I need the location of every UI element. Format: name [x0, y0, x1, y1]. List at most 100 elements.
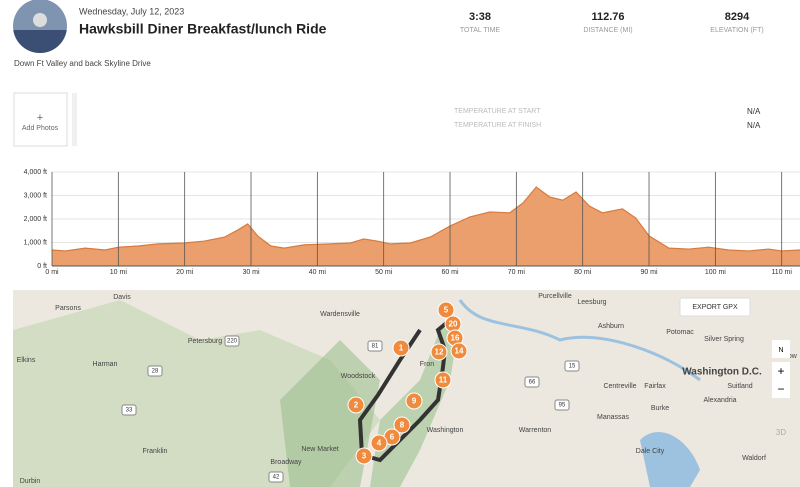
- marker-label: 14: [455, 347, 464, 356]
- zoom-in[interactable]: +: [777, 364, 784, 378]
- stat-label: ELEVATION (FT): [710, 27, 763, 34]
- avatar: [13, 0, 67, 53]
- marker-label: 2: [354, 401, 359, 410]
- export-label: EXPORT GPX: [692, 304, 738, 311]
- route-marker: [430, 343, 448, 361]
- marker-label: 16: [451, 334, 460, 343]
- place-label: Washington: [427, 427, 464, 434]
- road-label: 95: [559, 403, 566, 409]
- place-label: Woodstock: [341, 373, 376, 380]
- marker-label: 20: [449, 320, 458, 329]
- place-label: Potomac: [666, 329, 694, 336]
- road-label: 15: [569, 364, 576, 370]
- route-marker: [405, 392, 423, 410]
- x-tick-label: 70 mi: [508, 269, 526, 276]
- stat-label: TOTAL TIME: [460, 27, 501, 34]
- place-label: Elkins: [17, 357, 36, 364]
- marker-label: 8: [400, 421, 405, 430]
- place-label: Warrenton: [519, 427, 552, 434]
- road-label: 28: [152, 369, 159, 375]
- stat-value: 112.76: [591, 11, 624, 23]
- marker-label: 1: [399, 344, 404, 353]
- x-tick-label: 30 mi: [242, 269, 260, 276]
- export-gpx[interactable]: [679, 297, 751, 317]
- road-shield: [524, 376, 540, 388]
- road-label: 81: [372, 344, 379, 350]
- route-marker: [370, 434, 388, 452]
- place-label: Petersburg: [188, 338, 222, 345]
- place-label: Waldorf: [742, 455, 766, 462]
- marker-label: 9: [412, 397, 417, 406]
- weather-label: TEMPERATURE AT START: [454, 108, 541, 115]
- x-tick-label: 10 mi: [110, 269, 128, 276]
- road-shield: [564, 360, 580, 372]
- place-label: Fron: [420, 361, 435, 368]
- x-tick-label: 40 mi: [309, 269, 327, 276]
- x-tick-label: 90 mi: [640, 269, 658, 276]
- route-marker: [450, 342, 468, 360]
- place-label: Silver Spring: [704, 336, 744, 343]
- place-label: Centreville: [603, 383, 636, 390]
- marker-label: 4: [377, 439, 382, 448]
- date: Wednesday, July 12, 2023: [79, 6, 184, 16]
- place-label: Broadway: [270, 459, 302, 466]
- place-label: Dale City: [636, 448, 665, 455]
- route-marker: [393, 416, 411, 434]
- road-shield: [224, 335, 240, 347]
- stat-label: DISTANCE (MI): [583, 27, 632, 34]
- marker-label: 5: [444, 306, 449, 315]
- place-label: Burke: [651, 405, 669, 412]
- elevation-line: [51, 186, 800, 252]
- weather-value: N/A: [747, 121, 761, 130]
- road-shield: [554, 399, 570, 411]
- compass[interactable]: [772, 340, 790, 358]
- map: Davis Parsons Wardensville Petersburg Elkins…: [13, 290, 800, 487]
- y-tick-label: 0 ft: [37, 263, 47, 270]
- x-tick-label: 100 mi: [705, 269, 726, 276]
- description: Down Ft Valley and back Skyline Drive: [14, 59, 151, 68]
- road-shield: [147, 365, 163, 377]
- stat-value: 3:38: [469, 11, 491, 23]
- stat-value: 8294: [725, 11, 750, 23]
- place-label: Fairfax: [644, 383, 666, 390]
- place-label: New Market: [301, 446, 338, 453]
- add-photos[interactable]: [13, 92, 68, 147]
- x-tick-label: 0 mi: [45, 269, 59, 276]
- plus: +: [37, 112, 43, 124]
- place-label: Franklin: [143, 448, 168, 455]
- place-label: Bow: [783, 353, 798, 360]
- place-label: Parsons: [55, 305, 81, 312]
- place-label: Purcellville: [538, 293, 572, 300]
- compass-label: N: [778, 347, 783, 354]
- view-3d[interactable]: 3D: [776, 428, 786, 437]
- place-label: Wardensville: [320, 311, 360, 318]
- add-photos-label: Add Photos: [22, 125, 59, 132]
- scrollbar: [72, 93, 77, 146]
- road-label: 33: [126, 408, 133, 414]
- y-tick-label: 1,000 ft: [24, 239, 47, 246]
- zoom-out[interactable]: −: [777, 382, 784, 396]
- place-label: Suitland: [727, 383, 752, 390]
- route-marker: [434, 371, 452, 389]
- zoom[interactable]: [772, 362, 790, 398]
- marker-label: 6: [390, 433, 395, 442]
- weather-value: N/A: [747, 107, 761, 116]
- place-label: Durbin: [20, 478, 41, 485]
- elevation-fill: [52, 187, 800, 266]
- y-tick-label: 4,000 ft: [24, 169, 47, 176]
- road-shield: [268, 471, 284, 483]
- title: Hawksbill Diner Breakfast/lunch Ride: [79, 21, 327, 37]
- road-shield: [367, 340, 383, 352]
- place-label: Alexandria: [703, 397, 736, 404]
- y-tick-label: 2,000 ft: [24, 216, 47, 223]
- place-label: Harman: [93, 361, 118, 368]
- route-marker: [392, 339, 410, 357]
- place-label: Ashburn: [598, 323, 624, 330]
- road-label: 66: [529, 380, 536, 386]
- y-tick-label: 3,000 ft: [24, 192, 47, 199]
- place-label: Leesburg: [577, 299, 606, 306]
- place-label: Washington D.C.: [682, 367, 762, 378]
- place-label: Davis: [113, 294, 131, 301]
- route-marker: [347, 396, 365, 414]
